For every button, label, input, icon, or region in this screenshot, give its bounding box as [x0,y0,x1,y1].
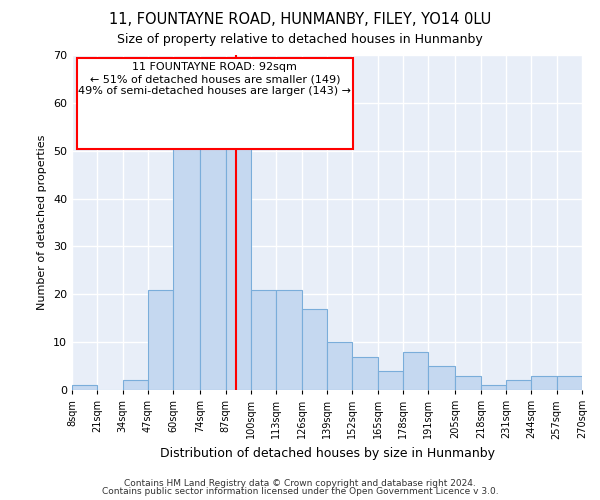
Bar [377,371,403,390]
Bar [277,290,302,390]
Text: 11, FOUNTAYNE ROAD, HUNMANBY, FILEY, YO14 0LU: 11, FOUNTAYNE ROAD, HUNMANBY, FILEY, YO1… [109,12,491,28]
Text: 49% of semi-detached houses are larger (143) →: 49% of semi-detached houses are larger (… [78,86,351,97]
Text: Contains HM Land Registry data © Crown copyright and database right 2024.: Contains HM Land Registry data © Crown c… [124,478,476,488]
X-axis label: Distribution of detached houses by size in Hunmanby: Distribution of detached houses by size … [160,447,494,460]
Bar [72,385,97,390]
Bar [251,290,277,390]
Bar [403,352,428,390]
Bar [428,366,455,390]
Bar [352,356,377,390]
Text: ← 51% of detached houses are smaller (149): ← 51% of detached houses are smaller (14… [89,74,340,85]
Bar [455,376,481,390]
Text: Size of property relative to detached houses in Hunmanby: Size of property relative to detached ho… [117,32,483,46]
Bar [173,122,200,390]
Bar [327,342,352,390]
Bar [302,308,327,390]
Bar [200,112,226,390]
Text: Contains public sector information licensed under the Open Government Licence v : Contains public sector information licen… [101,487,499,496]
Bar [481,385,506,390]
Bar [122,380,148,390]
Y-axis label: Number of detached properties: Number of detached properties [37,135,47,310]
Bar [506,380,532,390]
Bar [532,376,557,390]
Bar [148,290,173,390]
Bar [557,376,582,390]
Text: 11 FOUNTAYNE ROAD: 92sqm: 11 FOUNTAYNE ROAD: 92sqm [133,62,297,72]
Bar [226,146,251,390]
